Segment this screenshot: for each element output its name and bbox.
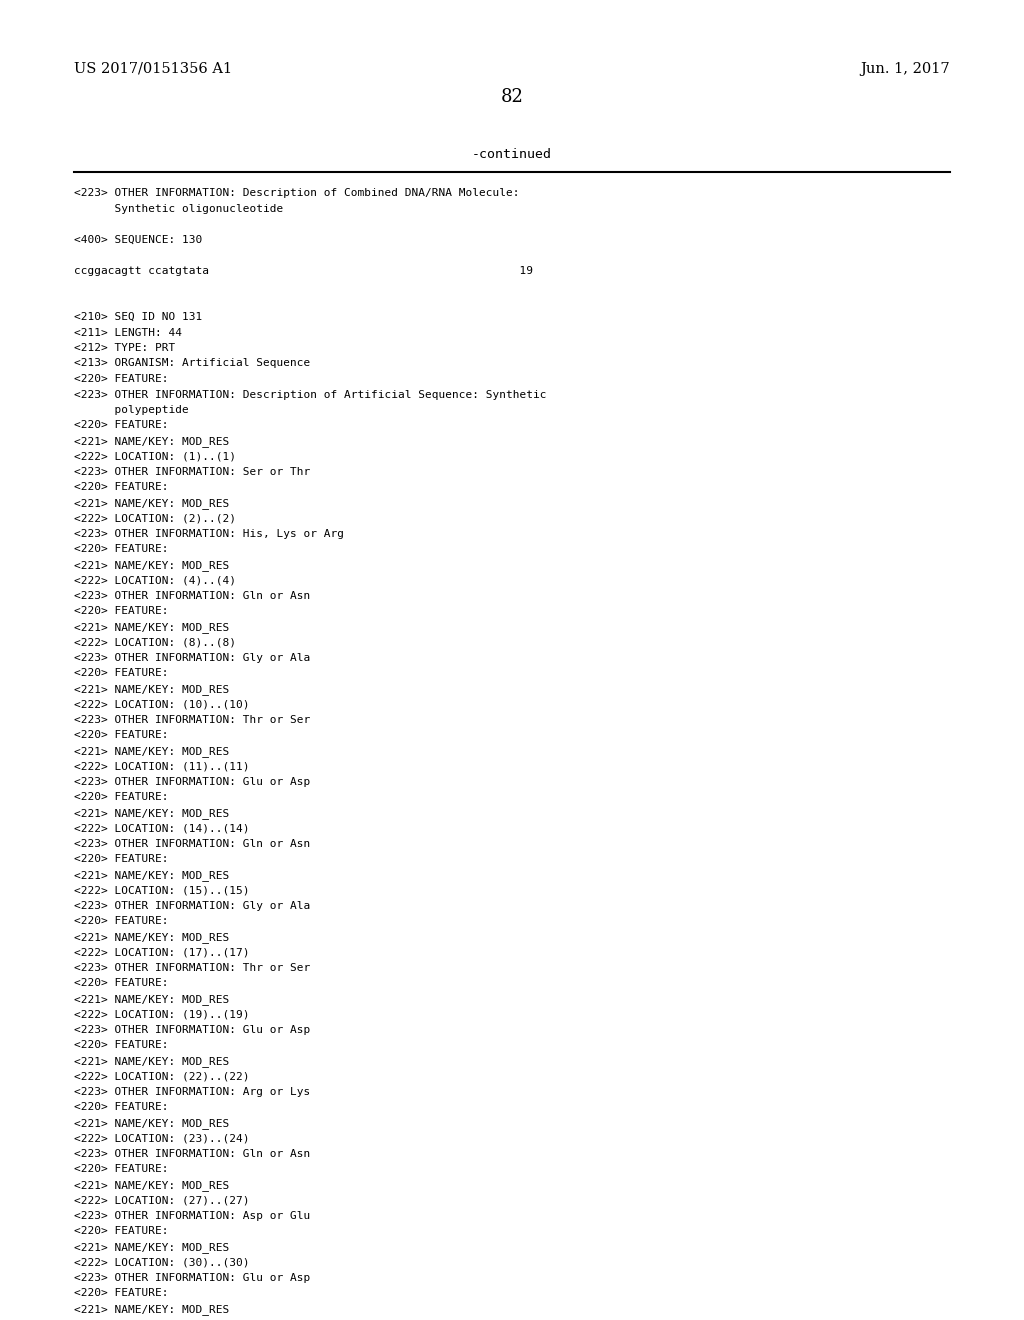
Text: <221> NAME/KEY: MOD_RES: <221> NAME/KEY: MOD_RES — [74, 994, 229, 1005]
Text: <220> FEATURE:: <220> FEATURE: — [74, 606, 168, 616]
Text: <221> NAME/KEY: MOD_RES: <221> NAME/KEY: MOD_RES — [74, 746, 229, 756]
Text: <212> TYPE: PRT: <212> TYPE: PRT — [74, 343, 175, 352]
Text: <222> LOCATION: (1)..(1): <222> LOCATION: (1)..(1) — [74, 451, 236, 462]
Text: <220> FEATURE:: <220> FEATURE: — [74, 792, 168, 803]
Text: <221> NAME/KEY: MOD_RES: <221> NAME/KEY: MOD_RES — [74, 1118, 229, 1129]
Text: <221> NAME/KEY: MOD_RES: <221> NAME/KEY: MOD_RES — [74, 498, 229, 510]
Text: <221> NAME/KEY: MOD_RES: <221> NAME/KEY: MOD_RES — [74, 684, 229, 694]
Text: <222> LOCATION: (11)..(11): <222> LOCATION: (11)..(11) — [74, 762, 249, 771]
Text: <221> NAME/KEY: MOD_RES: <221> NAME/KEY: MOD_RES — [74, 870, 229, 880]
Text: <220> FEATURE:: <220> FEATURE: — [74, 916, 168, 927]
Text: <400> SEQUENCE: 130: <400> SEQUENCE: 130 — [74, 235, 202, 244]
Text: -continued: -continued — [472, 148, 552, 161]
Text: <223> OTHER INFORMATION: His, Lys or Arg: <223> OTHER INFORMATION: His, Lys or Arg — [74, 529, 344, 539]
Text: <220> FEATURE:: <220> FEATURE: — [74, 1226, 168, 1237]
Text: <221> NAME/KEY: MOD_RES: <221> NAME/KEY: MOD_RES — [74, 1180, 229, 1191]
Text: US 2017/0151356 A1: US 2017/0151356 A1 — [74, 62, 231, 77]
Text: <222> LOCATION: (27)..(27): <222> LOCATION: (27)..(27) — [74, 1196, 249, 1205]
Text: <221> NAME/KEY: MOD_RES: <221> NAME/KEY: MOD_RES — [74, 1056, 229, 1067]
Text: <222> LOCATION: (19)..(19): <222> LOCATION: (19)..(19) — [74, 1010, 249, 1019]
Text: <210> SEQ ID NO 131: <210> SEQ ID NO 131 — [74, 312, 202, 322]
Text: ccggacagtt ccatgtata                                              19: ccggacagtt ccatgtata 19 — [74, 265, 532, 276]
Text: <223> OTHER INFORMATION: Gly or Ala: <223> OTHER INFORMATION: Gly or Ala — [74, 653, 310, 663]
Text: <222> LOCATION: (17)..(17): <222> LOCATION: (17)..(17) — [74, 948, 249, 957]
Text: <222> LOCATION: (22)..(22): <222> LOCATION: (22)..(22) — [74, 1072, 249, 1081]
Text: 82: 82 — [501, 88, 523, 106]
Text: <221> NAME/KEY: MOD_RES: <221> NAME/KEY: MOD_RES — [74, 436, 229, 447]
Text: Synthetic oligonucleotide: Synthetic oligonucleotide — [74, 203, 283, 214]
Text: <220> FEATURE:: <220> FEATURE: — [74, 421, 168, 430]
Text: polypeptide: polypeptide — [74, 405, 188, 414]
Text: <221> NAME/KEY: MOD_RES: <221> NAME/KEY: MOD_RES — [74, 808, 229, 818]
Text: <223> OTHER INFORMATION: Thr or Ser: <223> OTHER INFORMATION: Thr or Ser — [74, 964, 310, 973]
Text: <223> OTHER INFORMATION: Thr or Ser: <223> OTHER INFORMATION: Thr or Ser — [74, 715, 310, 725]
Text: <222> LOCATION: (10)..(10): <222> LOCATION: (10)..(10) — [74, 700, 249, 710]
Text: <221> NAME/KEY: MOD_RES: <221> NAME/KEY: MOD_RES — [74, 1242, 229, 1253]
Text: <222> LOCATION: (23)..(24): <222> LOCATION: (23)..(24) — [74, 1134, 249, 1143]
Text: <223> OTHER INFORMATION: Ser or Thr: <223> OTHER INFORMATION: Ser or Thr — [74, 467, 310, 477]
Text: <220> FEATURE:: <220> FEATURE: — [74, 978, 168, 989]
Text: <223> OTHER INFORMATION: Gln or Asn: <223> OTHER INFORMATION: Gln or Asn — [74, 1148, 310, 1159]
Text: <222> LOCATION: (4)..(4): <222> LOCATION: (4)..(4) — [74, 576, 236, 586]
Text: <220> FEATURE:: <220> FEATURE: — [74, 1164, 168, 1175]
Text: <223> OTHER INFORMATION: Description of Artificial Sequence: Synthetic: <223> OTHER INFORMATION: Description of … — [74, 389, 546, 400]
Text: <220> FEATURE:: <220> FEATURE: — [74, 544, 168, 554]
Text: <222> LOCATION: (2)..(2): <222> LOCATION: (2)..(2) — [74, 513, 236, 524]
Text: <221> NAME/KEY: MOD_RES: <221> NAME/KEY: MOD_RES — [74, 622, 229, 632]
Text: <221> NAME/KEY: MOD_RES: <221> NAME/KEY: MOD_RES — [74, 560, 229, 572]
Text: <220> FEATURE:: <220> FEATURE: — [74, 1102, 168, 1113]
Text: <220> FEATURE:: <220> FEATURE: — [74, 1040, 168, 1051]
Text: <223> OTHER INFORMATION: Gln or Asn: <223> OTHER INFORMATION: Gln or Asn — [74, 840, 310, 849]
Text: <222> LOCATION: (15)..(15): <222> LOCATION: (15)..(15) — [74, 886, 249, 895]
Text: <220> FEATURE:: <220> FEATURE: — [74, 483, 168, 492]
Text: <223> OTHER INFORMATION: Gln or Asn: <223> OTHER INFORMATION: Gln or Asn — [74, 591, 310, 601]
Text: <220> FEATURE:: <220> FEATURE: — [74, 854, 168, 865]
Text: <222> LOCATION: (8)..(8): <222> LOCATION: (8)..(8) — [74, 638, 236, 648]
Text: <220> FEATURE:: <220> FEATURE: — [74, 1288, 168, 1299]
Text: <223> OTHER INFORMATION: Glu or Asp: <223> OTHER INFORMATION: Glu or Asp — [74, 1272, 310, 1283]
Text: <220> FEATURE:: <220> FEATURE: — [74, 668, 168, 678]
Text: <222> LOCATION: (14)..(14): <222> LOCATION: (14)..(14) — [74, 824, 249, 833]
Text: <223> OTHER INFORMATION: Glu or Asp: <223> OTHER INFORMATION: Glu or Asp — [74, 1026, 310, 1035]
Text: <211> LENGTH: 44: <211> LENGTH: 44 — [74, 327, 181, 338]
Text: Jun. 1, 2017: Jun. 1, 2017 — [860, 62, 950, 77]
Text: <223> OTHER INFORMATION: Asp or Glu: <223> OTHER INFORMATION: Asp or Glu — [74, 1210, 310, 1221]
Text: <222> LOCATION: (30)..(30): <222> LOCATION: (30)..(30) — [74, 1258, 249, 1267]
Text: <223> OTHER INFORMATION: Description of Combined DNA/RNA Molecule:: <223> OTHER INFORMATION: Description of … — [74, 187, 519, 198]
Text: <220> FEATURE:: <220> FEATURE: — [74, 374, 168, 384]
Text: <221> NAME/KEY: MOD_RES: <221> NAME/KEY: MOD_RES — [74, 1304, 229, 1315]
Text: <223> OTHER INFORMATION: Arg or Lys: <223> OTHER INFORMATION: Arg or Lys — [74, 1086, 310, 1097]
Text: <213> ORGANISM: Artificial Sequence: <213> ORGANISM: Artificial Sequence — [74, 359, 310, 368]
Text: <220> FEATURE:: <220> FEATURE: — [74, 730, 168, 741]
Text: <223> OTHER INFORMATION: Glu or Asp: <223> OTHER INFORMATION: Glu or Asp — [74, 777, 310, 787]
Text: <221> NAME/KEY: MOD_RES: <221> NAME/KEY: MOD_RES — [74, 932, 229, 942]
Text: <223> OTHER INFORMATION: Gly or Ala: <223> OTHER INFORMATION: Gly or Ala — [74, 902, 310, 911]
